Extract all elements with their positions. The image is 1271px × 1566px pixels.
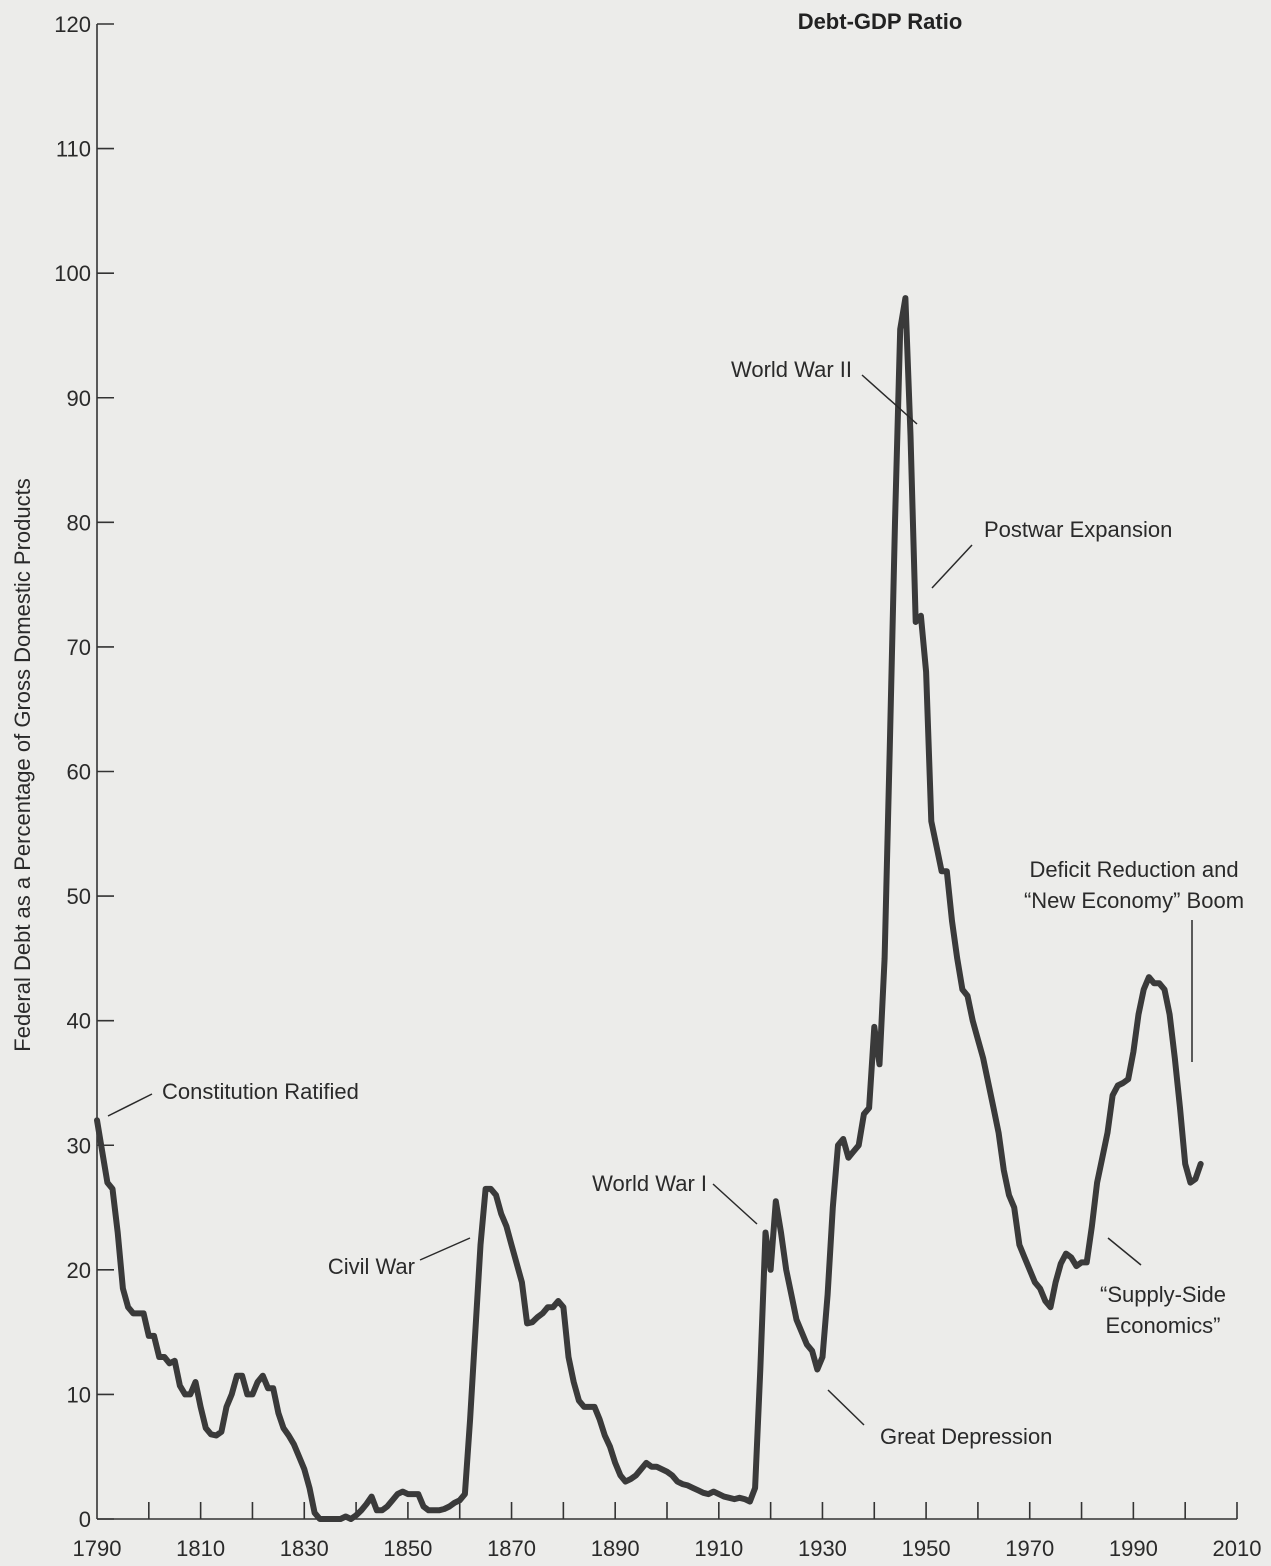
annotation-leader xyxy=(419,1237,471,1261)
annotation-label: Great Depression xyxy=(880,1424,1052,1449)
y-tick-label: 80 xyxy=(67,510,91,535)
y-tick-label: 50 xyxy=(67,884,91,909)
axes xyxy=(96,24,1237,1520)
annotation-leader xyxy=(861,374,918,425)
y-tick-label: 100 xyxy=(54,261,91,286)
annotation-leader xyxy=(107,1093,153,1117)
y-tick-label: 0 xyxy=(79,1507,91,1532)
y-tick-label: 30 xyxy=(67,1133,91,1158)
ticks: 0 10 20 30 40 50 60 70 80 90 100 110 120 1790 1810 1830… xyxy=(54,12,1261,1561)
x-tick-label: 1790 xyxy=(73,1536,122,1561)
annotation-label: World War I xyxy=(592,1171,707,1196)
x-tick-label: 2010 xyxy=(1213,1536,1262,1561)
annotation-leader xyxy=(931,544,973,589)
x-tick-label: 1970 xyxy=(1005,1536,1054,1561)
annotation-leader xyxy=(1107,1237,1142,1266)
y-tick-label: 40 xyxy=(67,1009,91,1034)
y-tick-label: 10 xyxy=(67,1382,91,1407)
annotation-label: Civil War xyxy=(328,1254,415,1279)
y-tick-label: 70 xyxy=(67,635,91,660)
annotation-label: Deficit Reduction and xyxy=(1029,857,1238,882)
x-tick-label: 1990 xyxy=(1109,1536,1158,1561)
x-tick-label: 1870 xyxy=(487,1536,536,1561)
chart-title: Debt-GDP Ratio xyxy=(798,9,963,34)
x-tick-label: 1950 xyxy=(902,1536,951,1561)
x-tick-label: 1910 xyxy=(694,1536,743,1561)
annotation-label: “New Economy” Boom xyxy=(1024,888,1244,913)
x-tick-label: 1850 xyxy=(383,1536,432,1561)
series-layer xyxy=(94,295,1204,1522)
annotation-label: “Supply-Side xyxy=(1100,1282,1226,1307)
annotations: Constitution Ratified Civil War World War … xyxy=(107,357,1244,1449)
y-tick-label: 60 xyxy=(67,760,91,785)
annotation-label: Postwar Expansion xyxy=(984,517,1172,542)
y-axis-title: Federal Debt as a Percentage of Gross Do… xyxy=(10,478,35,1051)
y-tick-label: 20 xyxy=(67,1258,91,1283)
x-tick-label: 1890 xyxy=(591,1536,640,1561)
y-tick-label: 120 xyxy=(54,12,91,37)
y-tick-label: 90 xyxy=(67,386,91,411)
x-tick-label: 1930 xyxy=(798,1536,847,1561)
annotation-leader xyxy=(827,1389,865,1426)
x-tick-label: 1830 xyxy=(280,1536,329,1561)
annotation-label: World War II xyxy=(731,357,852,382)
x-tick-label: 1810 xyxy=(176,1536,225,1561)
annotation-label: Economics” xyxy=(1106,1313,1221,1338)
y-tick-label: 110 xyxy=(56,137,91,162)
debt-gdp-line xyxy=(94,295,1204,1522)
annotation-leader xyxy=(712,1183,758,1225)
annotation-label: Constitution Ratified xyxy=(162,1079,359,1104)
